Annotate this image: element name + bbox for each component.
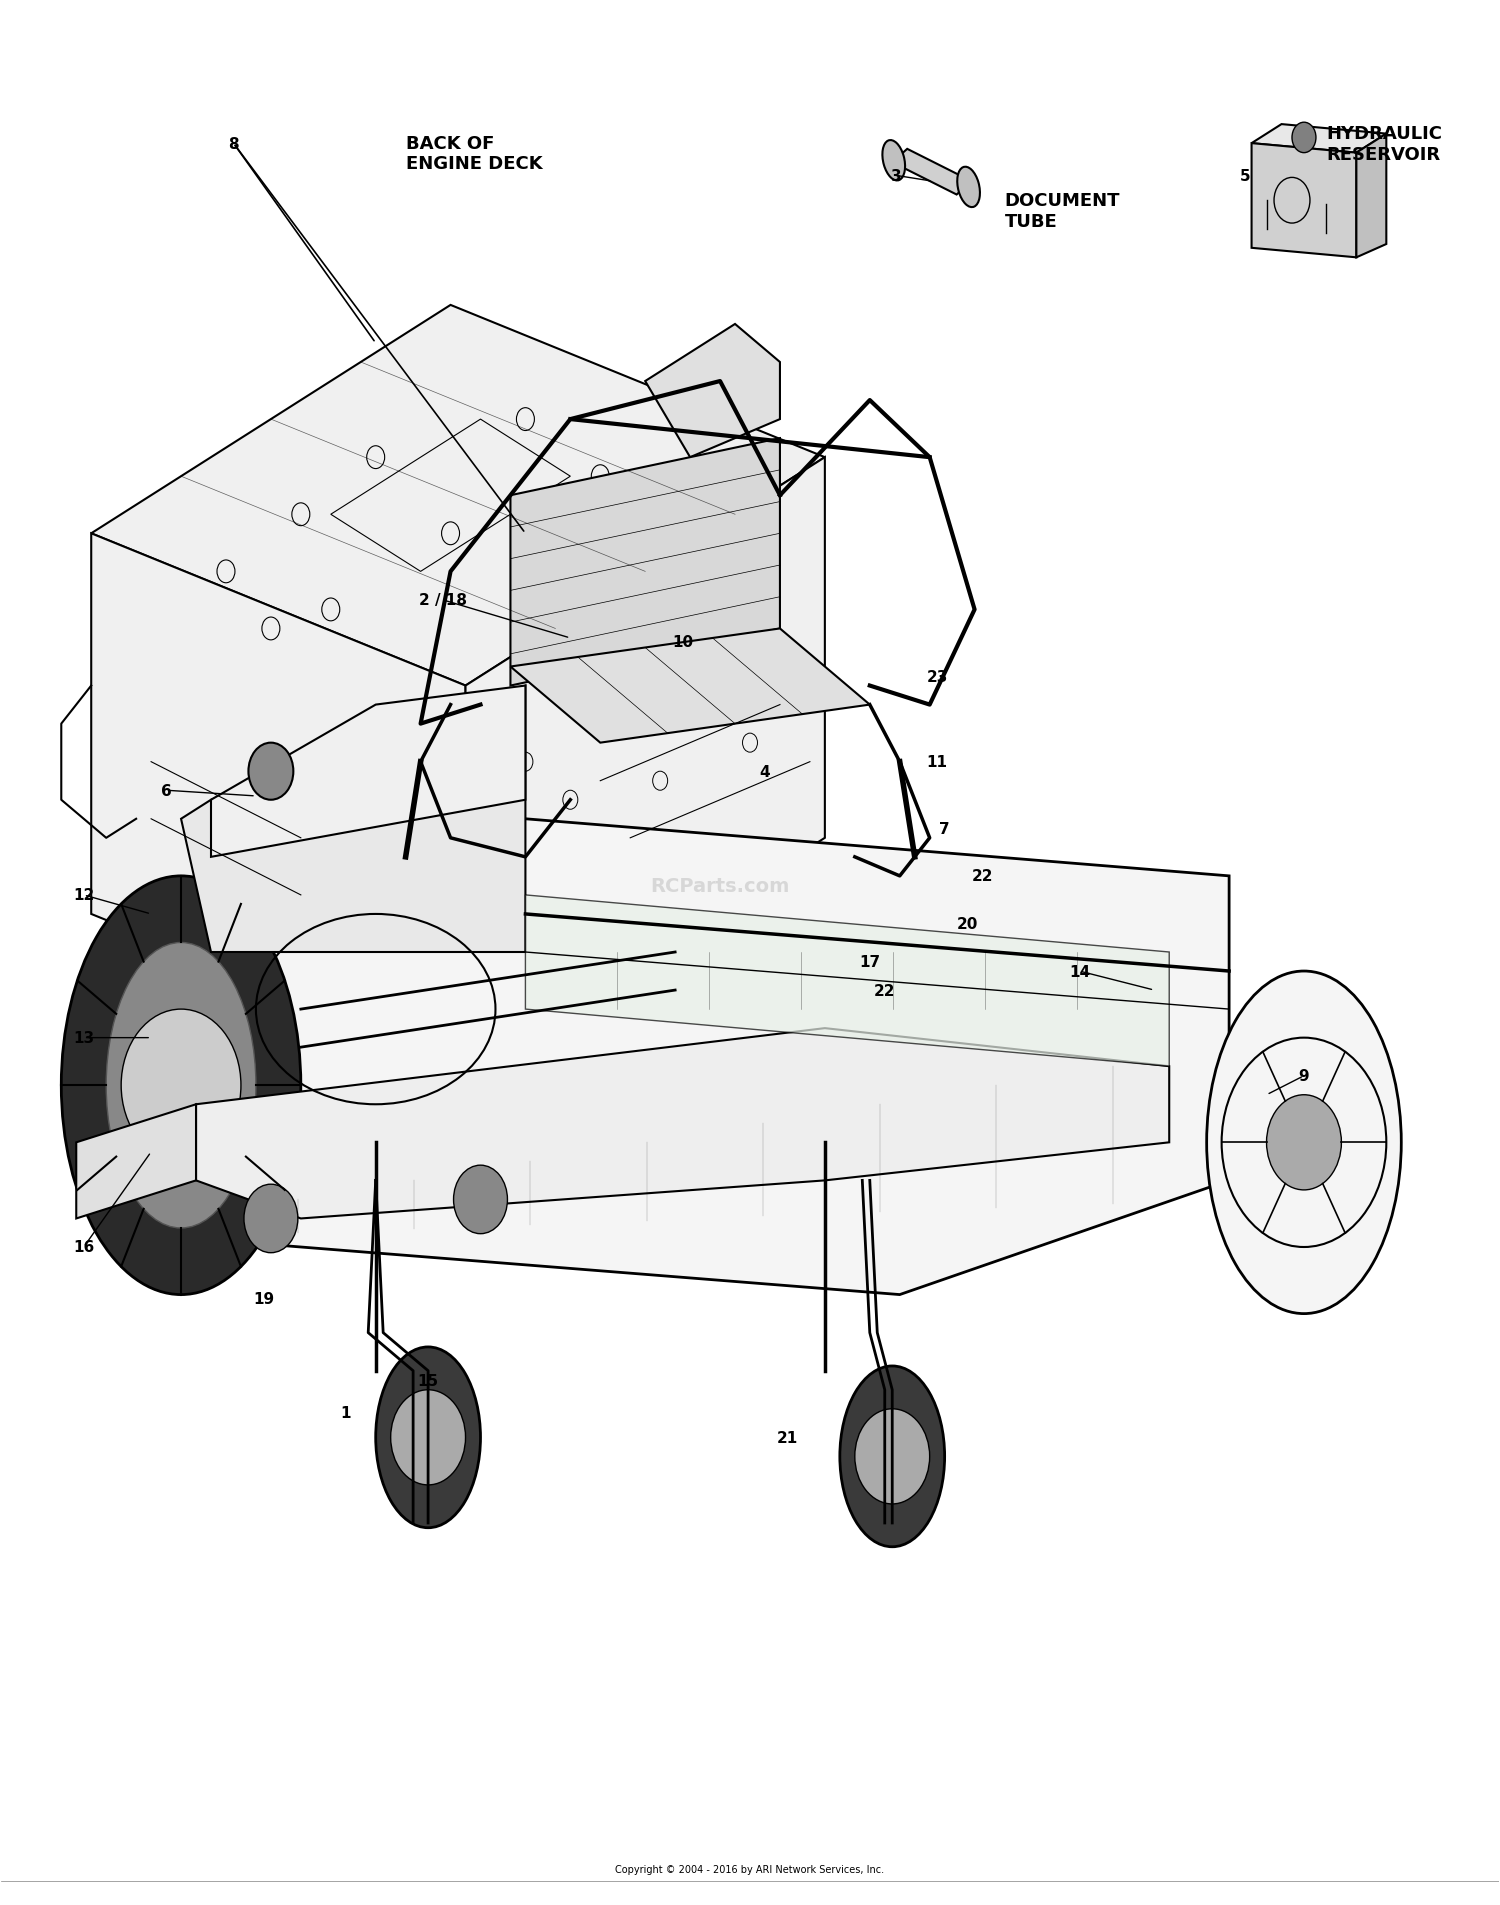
Text: 2 / 18: 2 / 18 — [419, 592, 466, 608]
Polygon shape — [645, 324, 780, 457]
Text: 6: 6 — [160, 783, 171, 798]
Text: 19: 19 — [254, 1292, 274, 1307]
Text: 4: 4 — [759, 764, 771, 779]
Polygon shape — [182, 686, 525, 952]
Polygon shape — [510, 438, 780, 686]
Text: 14: 14 — [1070, 964, 1090, 979]
Text: RCParts.com: RCParts.com — [651, 876, 789, 895]
Polygon shape — [525, 895, 1168, 1067]
Circle shape — [453, 1166, 507, 1234]
Text: BACK OF
ENGINE DECK: BACK OF ENGINE DECK — [405, 135, 543, 173]
Polygon shape — [510, 629, 870, 743]
Ellipse shape — [62, 876, 302, 1295]
Circle shape — [1266, 1095, 1341, 1191]
Text: 23: 23 — [927, 669, 948, 684]
Text: 22: 22 — [874, 983, 896, 998]
Circle shape — [390, 1391, 465, 1486]
Ellipse shape — [840, 1366, 945, 1547]
Polygon shape — [1251, 126, 1386, 154]
Text: 16: 16 — [74, 1240, 94, 1255]
Polygon shape — [1251, 145, 1356, 259]
Ellipse shape — [1206, 972, 1401, 1314]
Text: 7: 7 — [939, 821, 950, 836]
Text: 11: 11 — [927, 754, 948, 770]
Polygon shape — [892, 150, 972, 196]
Polygon shape — [211, 686, 525, 857]
Text: 21: 21 — [777, 1431, 798, 1446]
Text: 9: 9 — [1299, 1069, 1310, 1084]
Text: 10: 10 — [672, 634, 693, 650]
Text: 5: 5 — [1240, 170, 1251, 185]
Ellipse shape — [375, 1347, 480, 1528]
Text: Copyright © 2004 - 2016 by ARI Network Services, Inc.: Copyright © 2004 - 2016 by ARI Network S… — [615, 1865, 885, 1875]
Circle shape — [1292, 124, 1316, 154]
Polygon shape — [465, 457, 825, 1067]
Circle shape — [122, 1010, 242, 1162]
Ellipse shape — [106, 943, 256, 1229]
Ellipse shape — [882, 141, 904, 181]
Polygon shape — [76, 1105, 197, 1219]
Text: 3: 3 — [891, 170, 902, 185]
Polygon shape — [182, 819, 1228, 1295]
Text: 15: 15 — [417, 1374, 438, 1389]
Polygon shape — [92, 305, 825, 686]
Text: 17: 17 — [859, 954, 880, 970]
Circle shape — [244, 1185, 298, 1253]
Polygon shape — [1356, 135, 1386, 259]
Text: 22: 22 — [972, 869, 993, 884]
Text: 8: 8 — [228, 137, 238, 152]
Text: 12: 12 — [74, 888, 94, 903]
Polygon shape — [92, 533, 465, 1067]
Text: HYDRAULIC
RESERVOIR: HYDRAULIC RESERVOIR — [1326, 126, 1443, 164]
Text: DOCUMENT
TUBE: DOCUMENT TUBE — [1005, 192, 1120, 231]
Text: 1: 1 — [340, 1406, 351, 1421]
Text: 20: 20 — [957, 916, 978, 932]
Text: 13: 13 — [74, 1031, 94, 1046]
Ellipse shape — [957, 168, 980, 208]
Circle shape — [855, 1410, 930, 1505]
Circle shape — [249, 743, 294, 800]
Polygon shape — [196, 1029, 1168, 1219]
